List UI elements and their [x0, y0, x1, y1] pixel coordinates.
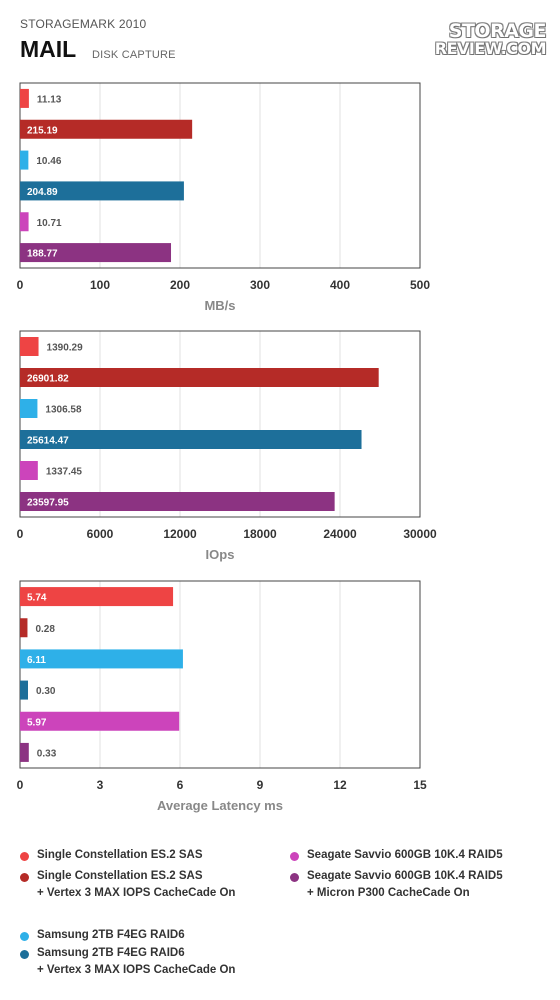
x-tick-label: 12 [333, 778, 347, 792]
legend-swatch [20, 932, 29, 941]
bar-value-label: 25614.47 [27, 436, 69, 447]
chart-title: MAIL [20, 36, 77, 62]
chart-subtitle: DISK CAPTURE [92, 49, 176, 61]
x-tick-label: 400 [330, 278, 350, 292]
x-tick-label: 200 [170, 278, 190, 292]
bar [20, 212, 29, 232]
legend-swatch [290, 852, 299, 861]
legend-entry-label: Samsung 2TB F4EG RAID6 [37, 947, 185, 959]
legend-swatch [20, 950, 29, 959]
bar-value-label: 11.13 [37, 94, 62, 105]
bar-value-label: 215.19 [27, 125, 58, 136]
bar [20, 243, 172, 263]
bar [20, 492, 335, 511]
bar [20, 680, 28, 700]
x-axis-label: MB/s [204, 298, 235, 313]
bar-value-label: 5.97 [27, 717, 47, 728]
legend-entry-sublabel: + Micron P300 CacheCade On [307, 887, 470, 899]
bar-value-label: 1337.45 [46, 467, 83, 478]
bar [20, 430, 362, 449]
x-tick-label: 300 [250, 278, 270, 292]
storagereview-logo: STORAGE REVIEW.COM [416, 20, 547, 58]
bar-value-label: 0.30 [36, 686, 56, 697]
x-tick-label: 24000 [323, 527, 357, 541]
bar [20, 587, 174, 607]
x-tick-label: 3 [97, 778, 104, 792]
logo-line1: STORAGE [448, 20, 547, 42]
bar [20, 742, 29, 762]
bar-value-label: 10.71 [37, 218, 62, 229]
bar-value-label: 0.33 [37, 748, 57, 759]
bar-value-label: 188.77 [27, 249, 58, 260]
x-tick-label: 500 [410, 278, 430, 292]
bar-value-label: 1390.29 [47, 343, 84, 354]
bar-value-label: 6.11 [27, 655, 46, 666]
legend-entry-sublabel: + Vertex 3 MAX IOPS CacheCade On [37, 887, 236, 899]
bar [20, 181, 184, 201]
x-tick-label: 0 [17, 278, 24, 292]
bar-value-label: 204.89 [27, 187, 58, 198]
x-tick-label: 30000 [403, 527, 437, 541]
bar-value-label: 5.74 [27, 593, 47, 604]
bar [20, 461, 38, 480]
plot-frame [19, 82, 421, 269]
plot-frame [19, 580, 421, 769]
bar [20, 150, 29, 170]
bar [20, 618, 28, 638]
bar [20, 119, 193, 139]
legend-entry-label: Single Constellation ES.2 SAS [37, 849, 203, 861]
bar-value-label: 26901.82 [27, 374, 69, 385]
x-tick-label: 100 [90, 278, 110, 292]
bar [20, 88, 29, 108]
legend-swatch [20, 873, 29, 882]
x-tick-label: 6000 [87, 527, 114, 541]
bar-value-label: 0.28 [35, 624, 55, 635]
plot-frame [19, 330, 421, 518]
bar [20, 368, 379, 387]
x-tick-label: 0 [17, 778, 24, 792]
x-tick-label: 15 [413, 778, 427, 792]
bar-value-label: 23597.95 [27, 498, 69, 509]
x-tick-label: 0 [17, 527, 24, 541]
legend-entry-label: Seagate Savvio 600GB 10K.4 RAID5 [307, 870, 503, 882]
legend-entry-sublabel: + Vertex 3 MAX IOPS CacheCade On [37, 964, 236, 976]
bar-value-label: 1306.58 [45, 405, 82, 416]
bar [20, 337, 39, 356]
x-axis-label: Average Latency ms [157, 798, 283, 813]
x-tick-label: 6 [177, 778, 184, 792]
legend-entry-label: Samsung 2TB F4EG RAID6 [37, 929, 185, 941]
x-tick-label: 12000 [163, 527, 197, 541]
bar [20, 649, 183, 669]
legend-swatch [20, 852, 29, 861]
legend-swatch [290, 873, 299, 882]
legend-entry-label: Single Constellation ES.2 SAS [37, 870, 203, 882]
chart-supertitle: STORAGEMARK 2010 [20, 17, 147, 31]
x-tick-label: 9 [257, 778, 264, 792]
bar [20, 399, 38, 418]
bar-value-label: 10.46 [36, 156, 61, 167]
x-axis-label: IOps [206, 547, 235, 562]
logo-line2: REVIEW.COM [434, 39, 547, 58]
bar [20, 711, 180, 731]
legend-entry-label: Seagate Savvio 600GB 10K.4 RAID5 [307, 849, 503, 861]
x-tick-label: 18000 [243, 527, 277, 541]
